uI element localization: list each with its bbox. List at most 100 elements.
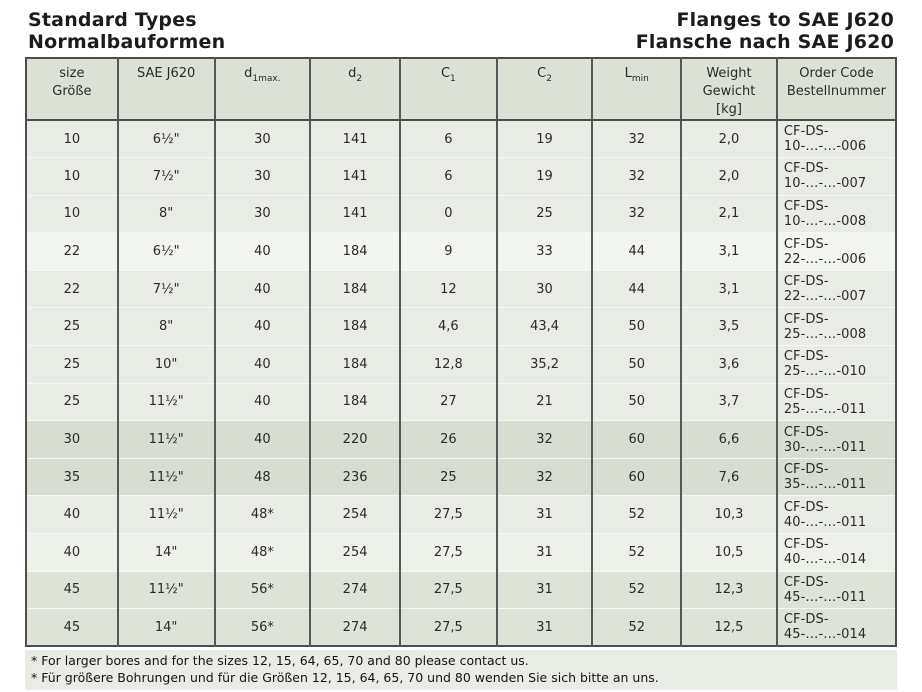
cell-c2: 31 xyxy=(495,533,593,572)
cell-d1max: 56* xyxy=(213,570,311,609)
cell-size: 10 xyxy=(26,157,118,196)
footnotes: * For larger bores and for the sizes 12,… xyxy=(25,650,897,691)
table-row: 45 11½" 56* 274 27,5 31 52 12,3 CF-DS-45-…-…-011 xyxy=(26,570,896,609)
cell-lmin: 44 xyxy=(591,232,682,271)
cell-c1: 6 xyxy=(398,157,497,196)
cell-sae: 6½" xyxy=(116,120,215,158)
cell-c2: 31 xyxy=(495,608,593,647)
cell-order: CF-DS-45-…-…-011 xyxy=(775,570,896,609)
cell-sae: 7½" xyxy=(116,157,215,196)
cell-sae: 6½" xyxy=(116,232,215,271)
cell-c1: 26 xyxy=(398,420,497,459)
table-row: 25 10" 40 184 12,8 35,2 50 3,6 CF-DS-25-…-…-010 xyxy=(26,345,896,384)
cell-lmin: 32 xyxy=(591,120,682,158)
column-header-c2: C2 xyxy=(495,58,593,121)
cell-sae: 14" xyxy=(116,608,215,647)
cell-c1: 27 xyxy=(398,382,497,421)
cell-d1max: 48* xyxy=(213,533,311,572)
cell-d2: 220 xyxy=(309,420,400,459)
cell-d2: 184 xyxy=(309,345,400,384)
column-header-sae: SAE J620 xyxy=(116,58,215,121)
cell-d1max: 40 xyxy=(213,269,311,308)
title-right: Flanges to SAE J620 Flansche nach SAE J6… xyxy=(636,9,894,53)
cell-lmin: 44 xyxy=(591,269,682,308)
column-header-weight: Weight Gewicht [kg] xyxy=(680,58,777,121)
title-english: Standard Types xyxy=(28,9,197,31)
cell-weight: 2,1 xyxy=(680,194,777,233)
cell-c1: 12 xyxy=(398,269,497,308)
cell-c1: 12,8 xyxy=(398,345,497,384)
cell-order: CF-DS-40-…-…-014 xyxy=(775,533,896,572)
cell-order: CF-DS-10-…-…-008 xyxy=(775,194,896,233)
cell-weight: 12,5 xyxy=(680,608,777,647)
cell-weight: 3,1 xyxy=(680,269,777,308)
footnote-english: * For larger bores and for the sizes 12,… xyxy=(31,653,529,669)
column-header-order: Order Code Bestellnummer xyxy=(775,58,896,121)
cell-sae: 10" xyxy=(116,345,215,384)
subtitle-english: Flanges to SAE J620 xyxy=(676,9,894,31)
cell-lmin: 52 xyxy=(591,533,682,572)
cell-order: CF-DS-22-…-…-007 xyxy=(775,269,896,308)
cell-c1: 27,5 xyxy=(398,533,497,572)
cell-c1: 6 xyxy=(398,120,497,158)
cell-c2: 25 xyxy=(495,194,593,233)
cell-sae: 14" xyxy=(116,533,215,572)
column-header-size: size Größe xyxy=(26,58,118,121)
cell-order: CF-DS-25-…-…-008 xyxy=(775,307,896,346)
cell-size: 25 xyxy=(26,307,118,346)
cell-weight: 2,0 xyxy=(680,120,777,158)
cell-order: CF-DS-10-…-…-006 xyxy=(775,120,896,158)
cell-weight: 12,3 xyxy=(680,570,777,609)
table-row: 25 8" 40 184 4,6 43,4 50 3,5 CF-DS-25-…-…-008 xyxy=(26,307,896,346)
table-row: 10 7½" 30 141 6 19 32 2,0 CF-DS-10-…-…-007 xyxy=(26,157,896,196)
cell-size: 40 xyxy=(26,533,118,572)
cell-sae: 7½" xyxy=(116,269,215,308)
cell-d1max: 40 xyxy=(213,420,311,459)
cell-d1max: 30 xyxy=(213,194,311,233)
cell-lmin: 52 xyxy=(591,608,682,647)
cell-order: CF-DS-30-…-…-011 xyxy=(775,420,896,459)
cell-c2: 30 xyxy=(495,269,593,308)
cell-d2: 141 xyxy=(309,194,400,233)
cell-sae: 11½" xyxy=(116,382,215,421)
cell-c2: 32 xyxy=(495,457,593,496)
title-left: Standard Types Normalbauformen xyxy=(28,9,225,53)
cell-weight: 10,5 xyxy=(680,533,777,572)
footnote-german: * Für größere Bohrungen und für die Größ… xyxy=(31,670,659,686)
cell-lmin: 50 xyxy=(591,307,682,346)
cell-sae: 8" xyxy=(116,307,215,346)
cell-c2: 19 xyxy=(495,157,593,196)
cell-d1max: 40 xyxy=(213,382,311,421)
cell-c1: 27,5 xyxy=(398,608,497,647)
cell-d1max: 40 xyxy=(213,307,311,346)
cell-size: 10 xyxy=(26,194,118,233)
cell-c2: 33 xyxy=(495,232,593,271)
table-row: 35 11½" 48 236 25 32 60 7,6 CF-DS-35-…-…-011 xyxy=(26,457,896,496)
cell-lmin: 52 xyxy=(591,495,682,534)
cell-size: 10 xyxy=(26,120,118,158)
cell-lmin: 52 xyxy=(591,570,682,609)
cell-size: 25 xyxy=(26,382,118,421)
titlebar: Standard Types Normalbauformen Flanges t… xyxy=(0,0,922,57)
cell-c1: 4,6 xyxy=(398,307,497,346)
cell-lmin: 60 xyxy=(591,457,682,496)
cell-sae: 11½" xyxy=(116,457,215,496)
cell-order: CF-DS-25-…-…-010 xyxy=(775,345,896,384)
cell-weight: 7,6 xyxy=(680,457,777,496)
cell-d2: 184 xyxy=(309,307,400,346)
cell-d1max: 48* xyxy=(213,495,311,534)
table-row: 30 11½" 40 220 26 32 60 6,6 CF-DS-30-…-…-011 xyxy=(26,420,896,459)
table-row: 22 7½" 40 184 12 30 44 3,1 CF-DS-22-…-…-007 xyxy=(26,269,896,308)
cell-weight: 3,7 xyxy=(680,382,777,421)
cell-d1max: 30 xyxy=(213,157,311,196)
cell-d2: 184 xyxy=(309,382,400,421)
cell-lmin: 50 xyxy=(591,345,682,384)
cell-c1: 27,5 xyxy=(398,570,497,609)
cell-size: 30 xyxy=(26,420,118,459)
cell-c2: 32 xyxy=(495,420,593,459)
cell-c2: 43,4 xyxy=(495,307,593,346)
subtitle-german: Flansche nach SAE J620 xyxy=(635,31,894,53)
cell-order: CF-DS-25-…-…-011 xyxy=(775,382,896,421)
table-row: 40 14" 48* 254 27,5 31 52 10,5 CF-DS-40-…-…-014 xyxy=(26,533,896,572)
cell-size: 45 xyxy=(26,570,118,609)
